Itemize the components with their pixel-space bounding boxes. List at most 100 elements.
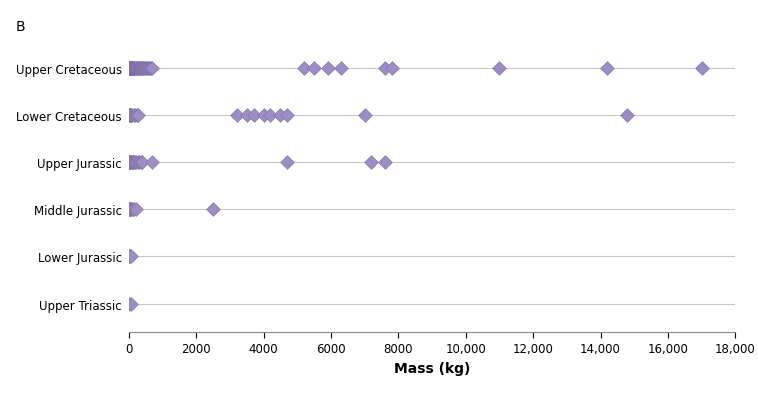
Point xyxy=(129,113,141,119)
Point xyxy=(143,66,155,72)
Point xyxy=(298,66,310,72)
Point xyxy=(123,66,135,72)
Point xyxy=(132,113,144,119)
Point xyxy=(281,160,293,166)
Point xyxy=(130,207,142,213)
Point xyxy=(123,113,135,119)
Point xyxy=(130,66,142,72)
Point xyxy=(127,66,139,72)
Point xyxy=(124,160,136,166)
Point xyxy=(379,160,391,166)
Point xyxy=(138,66,150,72)
Point xyxy=(123,207,135,213)
Point xyxy=(127,160,139,166)
Point xyxy=(141,66,153,72)
Point xyxy=(125,66,137,72)
Point xyxy=(137,66,149,72)
Point xyxy=(125,160,137,166)
Point xyxy=(146,66,158,72)
Point xyxy=(125,66,137,72)
Point xyxy=(126,66,138,72)
Point xyxy=(126,66,138,72)
Point xyxy=(124,207,136,213)
Point xyxy=(128,160,140,166)
Point xyxy=(493,66,506,72)
Point xyxy=(127,160,139,166)
Point xyxy=(128,66,140,72)
Point xyxy=(128,66,140,72)
Point xyxy=(127,207,139,213)
Point xyxy=(321,66,334,72)
Point xyxy=(247,113,259,119)
Point xyxy=(125,254,137,260)
Point xyxy=(146,160,158,166)
Point xyxy=(126,160,138,166)
Point xyxy=(136,66,149,72)
Point xyxy=(124,160,136,166)
Point xyxy=(386,66,398,72)
Point xyxy=(131,66,143,72)
Point xyxy=(126,113,138,119)
X-axis label: Mass (kg): Mass (kg) xyxy=(394,361,470,375)
Point xyxy=(124,254,136,260)
Point xyxy=(335,66,347,72)
Point xyxy=(124,66,136,72)
Point xyxy=(133,66,145,72)
Point xyxy=(124,160,136,166)
Point xyxy=(125,66,137,72)
Point xyxy=(123,66,135,72)
Point xyxy=(125,301,137,307)
Point xyxy=(144,66,156,72)
Point xyxy=(274,113,287,119)
Point xyxy=(127,66,139,72)
Point xyxy=(123,254,135,260)
Point xyxy=(123,301,135,307)
Point xyxy=(124,113,136,119)
Point xyxy=(143,66,155,72)
Point xyxy=(124,160,136,166)
Point xyxy=(124,66,136,72)
Point xyxy=(123,160,135,166)
Point xyxy=(124,207,136,213)
Point xyxy=(124,113,136,119)
Point xyxy=(132,160,144,166)
Point xyxy=(230,113,243,119)
Point xyxy=(308,66,320,72)
Point xyxy=(126,66,138,72)
Point xyxy=(124,66,136,72)
Point xyxy=(124,113,136,119)
Point xyxy=(123,113,135,119)
Point xyxy=(124,66,136,72)
Point xyxy=(124,66,136,72)
Point xyxy=(133,66,146,72)
Point xyxy=(365,160,377,166)
Point xyxy=(132,66,144,72)
Point xyxy=(241,113,253,119)
Point xyxy=(127,66,139,72)
Point xyxy=(129,160,141,166)
Point xyxy=(265,113,277,119)
Point xyxy=(146,66,158,72)
Point xyxy=(124,254,136,260)
Point xyxy=(135,66,147,72)
Point xyxy=(135,160,147,166)
Point xyxy=(258,113,270,119)
Point xyxy=(126,207,138,213)
Point xyxy=(622,113,634,119)
Point xyxy=(136,160,149,166)
Point xyxy=(134,66,146,72)
Point xyxy=(124,66,136,72)
Point xyxy=(124,207,136,213)
Point xyxy=(133,160,145,166)
Point xyxy=(359,113,371,119)
Point xyxy=(127,66,139,72)
Text: B: B xyxy=(15,20,25,34)
Point xyxy=(123,160,135,166)
Point xyxy=(128,207,140,213)
Point xyxy=(379,66,391,72)
Point xyxy=(132,66,144,72)
Point xyxy=(130,160,143,166)
Point xyxy=(124,66,136,72)
Point xyxy=(124,66,136,72)
Point xyxy=(129,66,141,72)
